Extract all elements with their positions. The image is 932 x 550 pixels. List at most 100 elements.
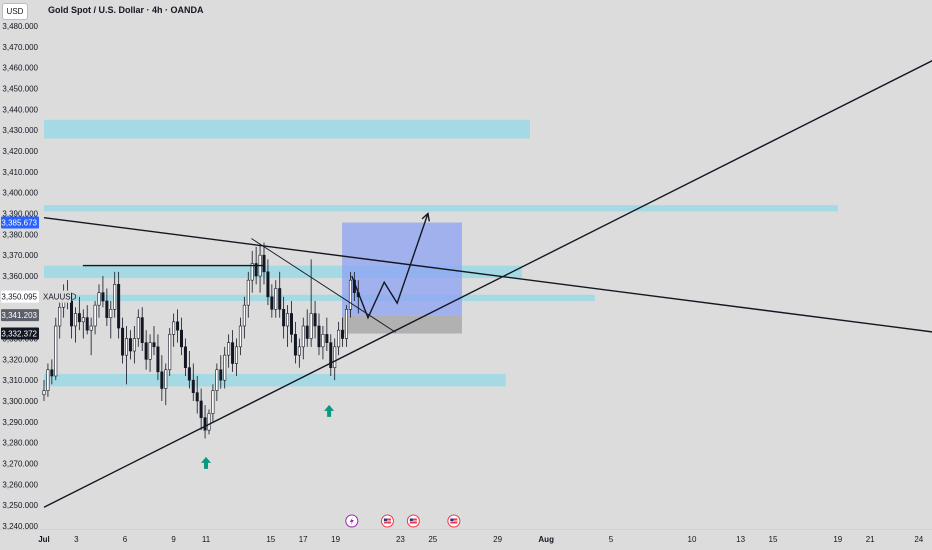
candle[interactable] (238, 325, 242, 348)
candle[interactable] (297, 346, 301, 356)
candle[interactable] (183, 346, 187, 368)
candle[interactable] (293, 334, 297, 356)
candle[interactable] (179, 329, 184, 348)
candle[interactable] (58, 306, 62, 327)
candle[interactable] (219, 369, 223, 381)
descending-trendline[interactable] (43, 216, 932, 333)
candle[interactable] (187, 367, 191, 381)
candle[interactable] (42, 390, 46, 396)
candle[interactable] (156, 346, 160, 373)
candle[interactable] (105, 300, 109, 318)
candle[interactable] (50, 369, 54, 377)
candle[interactable] (109, 309, 113, 318)
candle[interactable] (164, 369, 168, 389)
candle[interactable] (46, 369, 50, 391)
candle[interactable] (168, 334, 172, 371)
candle[interactable] (117, 284, 121, 329)
candle[interactable] (195, 392, 199, 402)
candle[interactable] (97, 292, 101, 306)
candle[interactable] (54, 325, 58, 377)
candle[interactable] (140, 317, 144, 343)
candle[interactable] (286, 313, 290, 327)
support-resistance-zone[interactable] (44, 294, 595, 301)
time-axis[interactable] (0, 530, 932, 550)
candle[interactable] (246, 279, 250, 306)
candle[interactable] (242, 304, 246, 327)
y-tick-label: 3,380.000 (2, 230, 38, 239)
candle[interactable] (211, 390, 215, 414)
candle[interactable] (136, 317, 140, 339)
candle[interactable] (81, 317, 85, 323)
candle[interactable] (341, 329, 345, 339)
candle[interactable] (215, 369, 219, 391)
price-tag-label: 3,332.372 (1, 330, 37, 339)
candle[interactable] (234, 346, 238, 364)
price-axis[interactable] (0, 22, 42, 530)
projection-path[interactable] (351, 213, 429, 320)
position-stop-zone[interactable] (342, 315, 462, 334)
candle[interactable] (262, 254, 266, 273)
candle[interactable] (278, 288, 282, 310)
candle[interactable] (305, 325, 309, 339)
candle[interactable] (101, 292, 105, 302)
support-resistance-zone[interactable] (44, 205, 838, 212)
candle[interactable] (77, 313, 81, 323)
candle[interactable] (344, 309, 348, 339)
candle[interactable] (274, 288, 278, 310)
candle[interactable] (203, 417, 207, 431)
symbol-tag (41, 290, 71, 303)
candle[interactable] (144, 342, 148, 360)
candle[interactable] (207, 413, 211, 431)
x-tick-label: 19 (833, 535, 842, 544)
candle[interactable] (270, 296, 274, 310)
candle[interactable] (113, 284, 117, 310)
candle[interactable] (301, 325, 305, 348)
candle[interactable] (148, 342, 152, 360)
candle[interactable] (124, 338, 129, 356)
candle[interactable] (223, 354, 227, 381)
candle[interactable] (282, 309, 286, 327)
candle[interactable] (313, 313, 317, 327)
candle[interactable] (152, 342, 156, 348)
y-tick-label: 3,400.000 (2, 189, 38, 198)
ascending-trendline[interactable] (43, 59, 932, 508)
candle[interactable] (317, 325, 321, 348)
candle[interactable] (329, 342, 333, 368)
candle[interactable] (337, 329, 341, 348)
candle[interactable] (289, 313, 293, 335)
y-tick-label: 3,440.000 (2, 105, 38, 114)
candle[interactable] (93, 304, 97, 327)
currency-button[interactable]: USD (2, 3, 28, 20)
x-tick-label: 11 (202, 535, 211, 544)
candle[interactable] (231, 342, 235, 364)
candle[interactable] (227, 342, 231, 356)
candle[interactable] (333, 346, 337, 368)
candle[interactable] (176, 321, 180, 331)
candle[interactable] (132, 338, 136, 352)
y-tick-label: 3,370.000 (2, 251, 38, 260)
candle[interactable] (89, 325, 93, 331)
candle[interactable] (172, 321, 176, 335)
candle[interactable] (348, 279, 352, 310)
candle[interactable] (128, 338, 132, 352)
candle[interactable] (191, 379, 195, 393)
candle[interactable] (69, 300, 74, 327)
candle[interactable] (73, 313, 77, 327)
candle[interactable] (325, 334, 329, 343)
candle[interactable] (250, 263, 254, 281)
candle[interactable] (309, 313, 313, 339)
candle[interactable] (321, 334, 325, 348)
chart-header: USD Gold Spot / U.S. Dollar · 4h · OANDA (0, 0, 932, 22)
y-tick-label: 3,360.000 (2, 272, 38, 281)
candle[interactable] (199, 400, 203, 418)
support-resistance-zone[interactable] (44, 373, 506, 387)
candle[interactable] (160, 371, 164, 389)
candle[interactable] (85, 317, 89, 331)
support-resistance-zone[interactable] (44, 119, 530, 139)
candle[interactable] (266, 271, 270, 298)
x-tick-label: 21 (866, 535, 875, 544)
short-down-trendline[interactable] (251, 238, 396, 333)
candle[interactable] (254, 263, 258, 277)
candle[interactable] (121, 327, 125, 356)
